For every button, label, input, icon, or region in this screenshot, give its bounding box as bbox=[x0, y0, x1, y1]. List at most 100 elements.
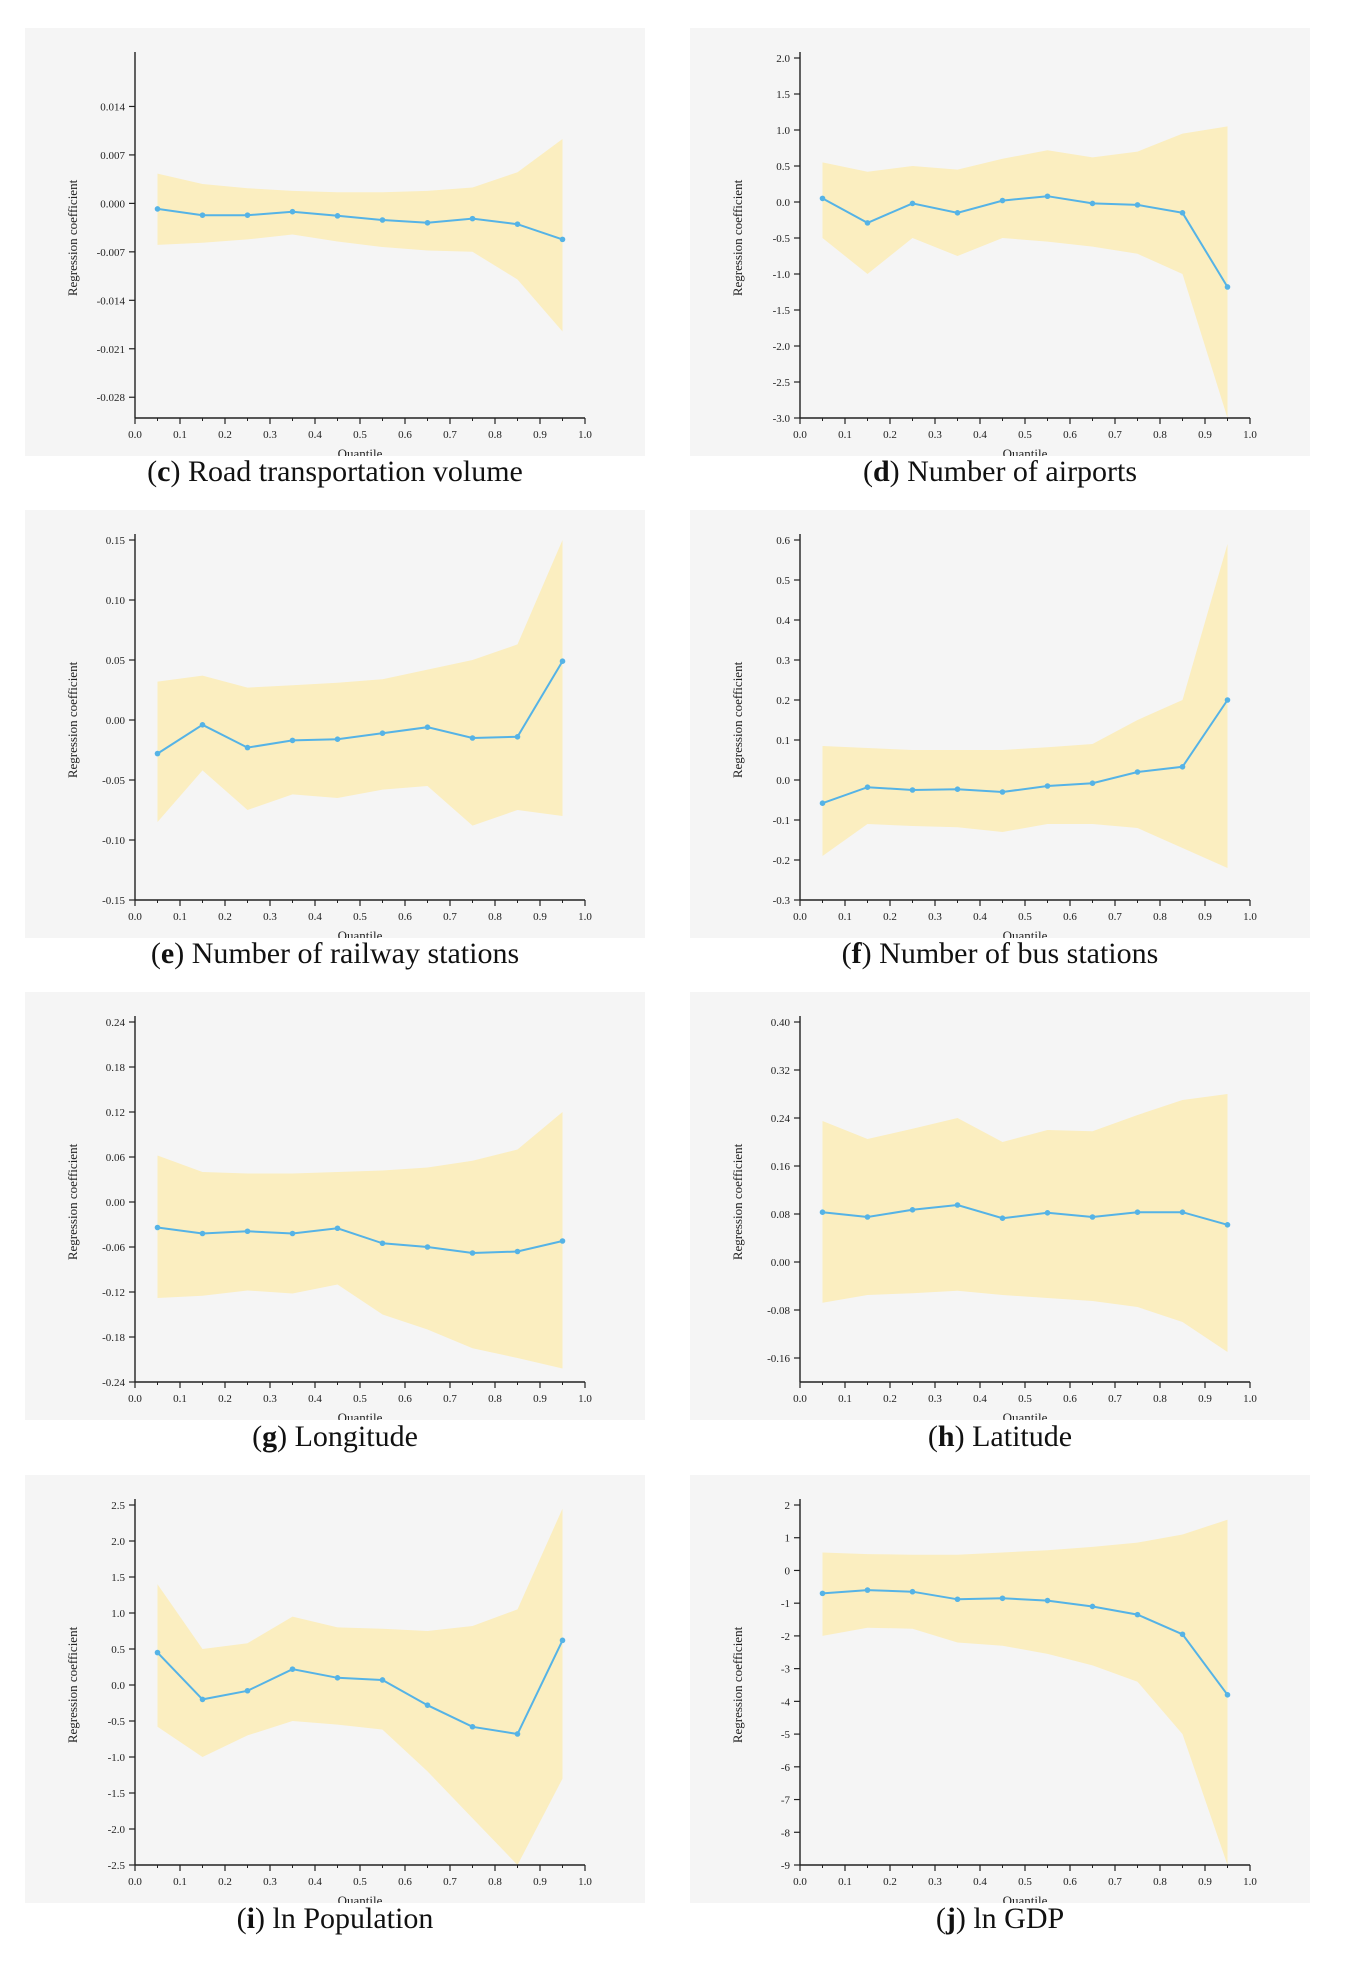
x-axis-label: Quantile bbox=[338, 1410, 383, 1420]
data-point bbox=[289, 1230, 296, 1237]
y-tick-label: 0.1 bbox=[776, 735, 790, 747]
data-point bbox=[289, 1666, 296, 1672]
data-point bbox=[1089, 1214, 1096, 1220]
x-tick-label: 0.8 bbox=[488, 1393, 502, 1405]
x-tick-label: 0.2 bbox=[218, 911, 232, 923]
x-tick-label: 0.7 bbox=[443, 911, 457, 923]
data-point bbox=[954, 1596, 961, 1603]
x-tick-label: 0.1 bbox=[838, 1393, 852, 1405]
data-point bbox=[289, 737, 296, 744]
y-tick-label: 0.5 bbox=[111, 1644, 125, 1656]
y-tick-label: 0.0 bbox=[776, 197, 790, 209]
panel-f: 0.6 0.5 0.4 0.3 0.2 0.1 0.0 -0.1 -0.2 -0.3 0.0 0.1 0… bbox=[690, 510, 1310, 950]
panel-d: 2.0 1.5 1.0 0.5 0.0 -0.5 -1.0 -1.5 -2.0 -2.5 -3.0 0… bbox=[690, 28, 1310, 468]
y-axis-label: Regression coefficient bbox=[730, 661, 745, 778]
y-axis-label: Regression coefficient bbox=[730, 179, 745, 296]
x-tick-label: 0.4 bbox=[973, 1876, 987, 1888]
y-tick-label: 0.00 bbox=[106, 1197, 126, 1209]
plot-area-i: 2.5 2.0 1.5 1.0 0.5 0.0 -0.5 -1.0 -1.5 -2.0 -2.5 0.… bbox=[25, 1475, 645, 1903]
x-tick-label: 0.3 bbox=[263, 429, 277, 441]
data-point bbox=[1224, 1222, 1231, 1228]
panel-g: 0.24 0.18 0.12 0.06 0.00 -0.06 -0.12 -0.18 -0.24… bbox=[25, 992, 645, 1432]
y-tick-label: 0.2 bbox=[776, 695, 790, 707]
data-point bbox=[864, 220, 871, 226]
x-tick-label: 0.4 bbox=[308, 911, 322, 923]
y-tick-label: 0.18 bbox=[106, 1062, 126, 1074]
x-tick-label: 1.0 bbox=[1243, 1393, 1257, 1405]
x-tick-label: 0.0 bbox=[793, 911, 807, 923]
y-tick-label: -3.0 bbox=[773, 413, 791, 425]
data-point bbox=[1089, 1603, 1096, 1610]
chart-e: 0.15 0.10 0.05 0.00 -0.05 -0.10 -0.150.0 0.1 0.2… bbox=[65, 534, 592, 938]
x-tick-label: 0.0 bbox=[128, 429, 142, 441]
x-tick-label: 0.3 bbox=[263, 1393, 277, 1405]
caption-h: (h) Latitude bbox=[927, 1420, 1073, 1453]
series-line bbox=[822, 195, 1229, 288]
x-tick-label: 0.9 bbox=[1198, 911, 1212, 923]
data-point bbox=[469, 1250, 476, 1256]
y-tick-label: -2.0 bbox=[108, 1824, 126, 1836]
data-point bbox=[1044, 193, 1051, 200]
x-tick-label: 1.0 bbox=[578, 429, 592, 441]
data-point bbox=[864, 1587, 871, 1593]
y-tick-label: 1.5 bbox=[776, 89, 790, 101]
x-tick-label: 0.7 bbox=[1108, 429, 1122, 441]
y-tick-label: -0.007 bbox=[97, 247, 126, 259]
y-tick-label: 0.08 bbox=[771, 1209, 791, 1221]
x-tick-label: 0.3 bbox=[928, 429, 942, 441]
x-tick-label: 0.6 bbox=[1063, 429, 1077, 441]
confidence-band bbox=[822, 544, 1228, 868]
data-point bbox=[469, 735, 476, 741]
x-tick-label: 0.0 bbox=[128, 1393, 142, 1405]
x-tick-label: 0.3 bbox=[928, 1876, 942, 1888]
y-tick-label: 0.5 bbox=[776, 161, 790, 173]
panel-j: 2 1 0 -1 -2 -3 -4 -5 -6 -7 -8 -9 0.0 0.1 0.2 0.3 0.4 0.5 0… bbox=[690, 1475, 1310, 1915]
panel-i: 2.5 2.0 1.5 1.0 0.5 0.0 -0.5 -1.0 -1.5 -2.0 -2.5 0.… bbox=[25, 1475, 645, 1915]
x-tick-label: 0.5 bbox=[1018, 1393, 1032, 1405]
y-tick-label: 2 bbox=[785, 1500, 791, 1512]
y-tick-label: -0.10 bbox=[102, 835, 125, 847]
y-tick-label: -1.0 bbox=[773, 269, 791, 281]
chart-g: 0.24 0.18 0.12 0.06 0.00 -0.06 -0.12 -0.18 -0.24… bbox=[65, 1016, 592, 1420]
x-tick-label: 0.7 bbox=[443, 429, 457, 441]
confidence-band bbox=[822, 1519, 1228, 1865]
data-point bbox=[1134, 202, 1141, 208]
x-tick-label: 0.1 bbox=[838, 911, 852, 923]
x-tick-label: 0.4 bbox=[973, 1393, 987, 1405]
x-axis-label: Quantile bbox=[338, 928, 383, 938]
y-tick-label: 0.24 bbox=[771, 1113, 791, 1125]
y-tick-label: -0.2 bbox=[773, 855, 790, 867]
x-tick-label: 0.9 bbox=[1198, 429, 1212, 441]
y-tick-label: -0.028 bbox=[97, 392, 126, 404]
data-point bbox=[154, 1649, 161, 1656]
y-tick-label: -6 bbox=[781, 1762, 791, 1774]
x-tick-label: 0.8 bbox=[1153, 429, 1167, 441]
data-point bbox=[819, 1590, 826, 1597]
data-point bbox=[559, 658, 566, 664]
x-tick-label: 0.6 bbox=[398, 429, 412, 441]
data-point bbox=[244, 212, 251, 218]
y-tick-label: -1.5 bbox=[108, 1788, 126, 1800]
series-line bbox=[822, 1203, 1228, 1226]
y-tick-label: 0.6 bbox=[776, 535, 790, 547]
data-point bbox=[1224, 1692, 1231, 1698]
data-point bbox=[199, 1230, 206, 1237]
y-tick-label: 0.007 bbox=[100, 150, 125, 162]
y-axis-label: Regression coefficient bbox=[730, 1143, 745, 1260]
y-tick-label: 0.12 bbox=[106, 1107, 125, 1119]
x-tick-label: 0.8 bbox=[1153, 911, 1167, 923]
x-tick-label: 0.7 bbox=[443, 1393, 457, 1405]
data-point bbox=[334, 213, 341, 219]
series-line bbox=[157, 1226, 563, 1255]
caption-f: (f) Number of bus stations bbox=[841, 937, 1159, 970]
y-tick-label: 0.15 bbox=[106, 535, 126, 547]
x-tick-label: 0.8 bbox=[1153, 1393, 1167, 1405]
data-point bbox=[199, 1696, 206, 1703]
data-point bbox=[244, 1228, 251, 1235]
data-point bbox=[1044, 1597, 1051, 1604]
y-tick-label: -0.15 bbox=[102, 895, 125, 907]
data-point bbox=[334, 736, 341, 742]
y-tick-label: 0.32 bbox=[771, 1065, 790, 1077]
caption-e: (e) Number of railway stations bbox=[150, 937, 520, 970]
